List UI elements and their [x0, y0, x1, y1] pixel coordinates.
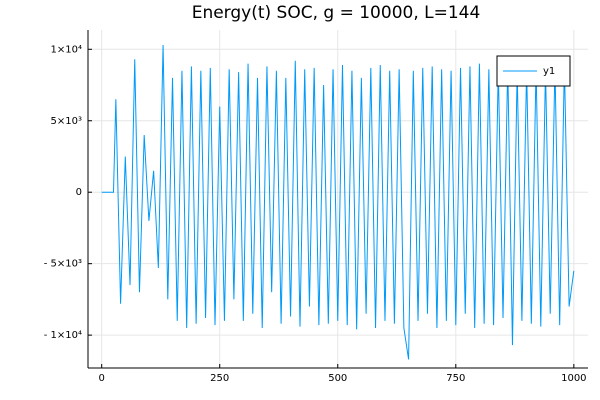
x-tick-label: 0 — [99, 373, 105, 384]
y-tick-label: - 1×10⁴ — [44, 330, 82, 341]
x-tick-label: 1000 — [561, 373, 586, 384]
x-tick-label: 250 — [210, 373, 229, 384]
y-tick-label: 5×10³ — [51, 116, 82, 127]
x-tick-label: 750 — [446, 373, 465, 384]
x-tick-label: 500 — [328, 373, 347, 384]
y-tick-label: - 5×10³ — [44, 259, 82, 270]
chart-title: Energy(t) SOC, g = 10000, L=144 — [192, 3, 481, 23]
line-series — [101, 44, 575, 360]
legend-label: y1 — [543, 66, 555, 77]
y-tick-label: 0 — [76, 187, 82, 198]
y-tick-label: 1×10⁴ — [51, 44, 82, 55]
